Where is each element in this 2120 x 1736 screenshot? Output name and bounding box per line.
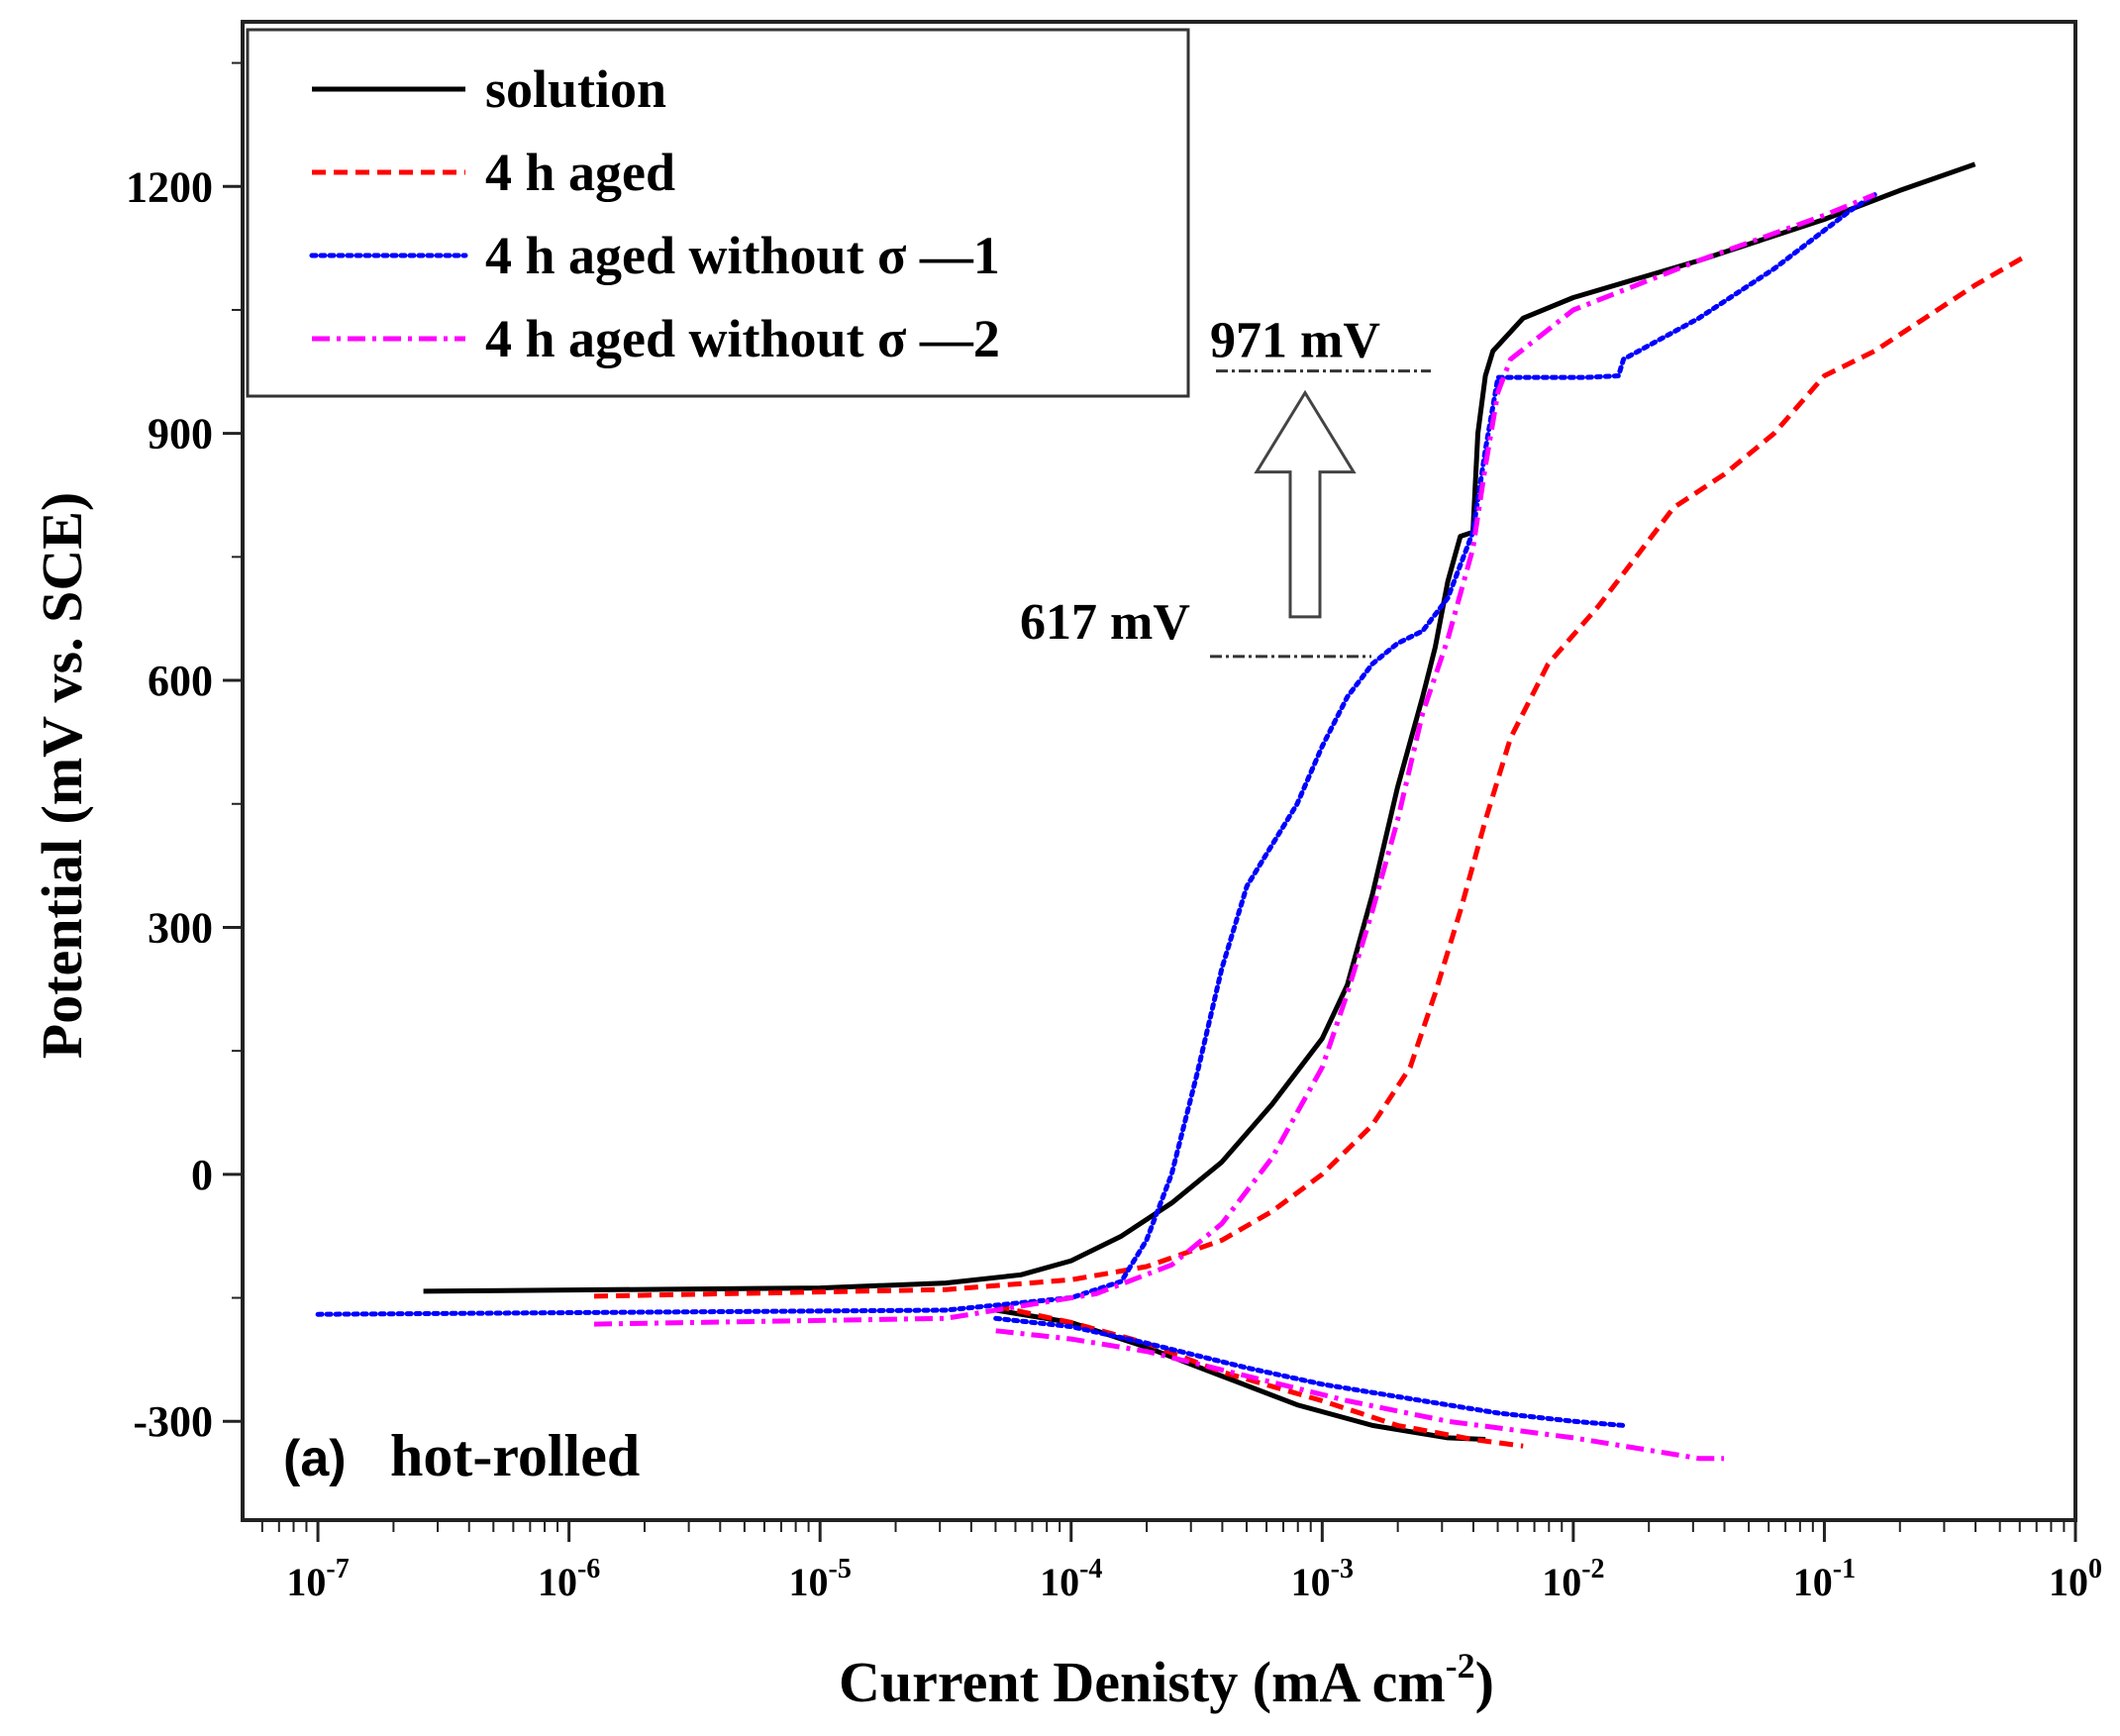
y-axis-label: Potential (mV vs. SCE) bbox=[30, 492, 94, 1059]
axes-group: 10-7 10-6 10-5 10-4 10-3 10-2 10-1 100 -300 0 300 6… bbox=[126, 61, 2102, 1604]
y-tick-label: 300 bbox=[148, 903, 213, 952]
arrow-up-icon bbox=[1254, 389, 1357, 619]
x-tick-label: 10-7 bbox=[286, 1554, 349, 1604]
y-tick-label: 1200 bbox=[126, 162, 213, 211]
series-4-cathodic-branch bbox=[995, 1328, 1724, 1462]
x-tick-label: 10-4 bbox=[1040, 1554, 1102, 1604]
x-tick-label: 10-3 bbox=[1291, 1554, 1354, 1604]
legend-label-2: 4 h aged bbox=[485, 143, 675, 202]
series-2-anodic-branch bbox=[593, 254, 2027, 1299]
x-tick-label: 10-5 bbox=[789, 1554, 852, 1604]
y-tick-label: 900 bbox=[148, 410, 213, 459]
plot-frame bbox=[241, 20, 2077, 1522]
panel-text: hot-rolled bbox=[390, 1423, 640, 1488]
series-4 bbox=[593, 192, 1876, 1462]
series-3-anodic-branch bbox=[315, 192, 1877, 1317]
annotation-617-label: 617 mV bbox=[1020, 594, 1190, 651]
y-tick-label: 600 bbox=[148, 657, 213, 705]
legend: solution 4 h aged 4 h aged without σ —1 4 h… bbox=[246, 28, 1190, 398]
series-4-anodic-branch bbox=[593, 192, 1876, 1327]
series-1-cathodic-branch bbox=[995, 1307, 1486, 1442]
plot-area bbox=[241, 20, 2077, 1522]
x-axis-label: Current Denisty (mA cm-2) bbox=[839, 1646, 1494, 1714]
series-2-cathodic-branch bbox=[995, 1303, 1524, 1449]
series-group bbox=[315, 161, 2027, 1462]
y-tick-label: 0 bbox=[191, 1151, 213, 1199]
x-tick-label: 10-6 bbox=[538, 1554, 600, 1604]
x-tick-label: 100 bbox=[2049, 1554, 2102, 1604]
x-tick-label: 10-1 bbox=[1793, 1554, 1856, 1604]
series-2 bbox=[593, 254, 2027, 1449]
series-3 bbox=[315, 192, 1877, 1428]
annotations-group: 971 mV 617 mV bbox=[1020, 313, 1431, 659]
legend-label-3: 4 h aged without σ —1 bbox=[485, 226, 1000, 285]
x-tick-label: 10-2 bbox=[1542, 1554, 1604, 1604]
series-3-cathodic-branch bbox=[993, 1315, 1627, 1428]
series-1-anodic-branch bbox=[423, 161, 1976, 1294]
legend-label-1: solution bbox=[485, 59, 666, 119]
annotation-971-label: 971 mV bbox=[1210, 313, 1380, 369]
legend-label-4: 4 h aged without σ —2 bbox=[485, 309, 1000, 368]
y-tick-label: -300 bbox=[133, 1397, 213, 1446]
panel-label: (a) bbox=[283, 1430, 347, 1487]
